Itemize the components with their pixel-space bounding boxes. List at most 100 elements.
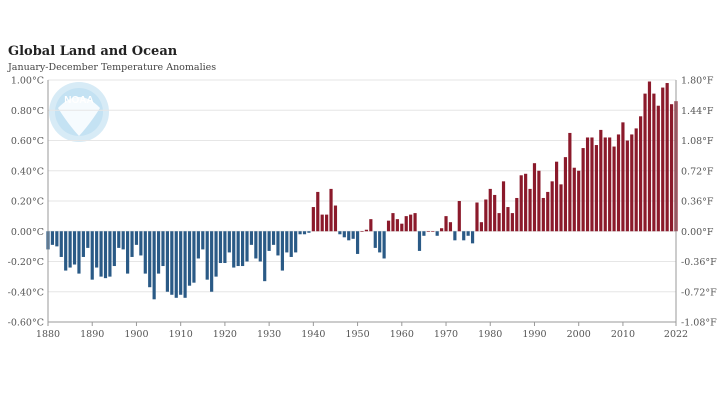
bar-1911[interactable]: [183, 231, 187, 298]
bar-2006[interactable]: [603, 137, 607, 232]
bar-2007[interactable]: [608, 137, 612, 232]
bar-1924[interactable]: [240, 231, 245, 267]
bar-2021[interactable]: [669, 104, 674, 232]
bar-1960[interactable]: [400, 223, 404, 232]
bar-1887[interactable]: [77, 231, 81, 274]
bar-1928[interactable]: [258, 231, 262, 262]
bar-2019[interactable]: [661, 87, 665, 232]
bar-1990[interactable]: [532, 163, 537, 232]
bar-1983[interactable]: [501, 181, 506, 232]
bar-1900[interactable]: [134, 231, 139, 245]
bar-2012[interactable]: [630, 134, 634, 232]
bar-1977[interactable]: [475, 202, 479, 232]
bar-1972[interactable]: [453, 231, 457, 241]
bar-1973[interactable]: [457, 201, 461, 232]
bar-1999[interactable]: [572, 167, 576, 232]
bar-1926[interactable]: [249, 231, 254, 245]
bar-1958[interactable]: [391, 213, 395, 232]
bar-1908[interactable]: [170, 231, 174, 295]
bar-1957[interactable]: [386, 220, 391, 232]
bar-1968[interactable]: [435, 231, 439, 236]
bar-1965[interactable]: [422, 231, 426, 236]
bar-1907[interactable]: [165, 231, 170, 292]
bar-1992[interactable]: [541, 197, 545, 232]
bar-2002[interactable]: [585, 137, 590, 232]
bar-1954[interactable]: [373, 231, 377, 248]
bar-1948[interactable]: [347, 231, 351, 241]
bar-2017[interactable]: [652, 93, 656, 232]
bar-1925[interactable]: [245, 231, 249, 262]
bar-1906[interactable]: [161, 231, 165, 267]
bar-2004[interactable]: [594, 145, 598, 232]
bar-1981[interactable]: [493, 194, 497, 232]
bar-1912[interactable]: [187, 231, 192, 286]
bar-1940[interactable]: [311, 207, 315, 232]
bar-1883[interactable]: [59, 231, 63, 257]
bar-1930[interactable]: [267, 231, 271, 251]
bar-1952[interactable]: [364, 229, 369, 232]
bar-1909[interactable]: [174, 231, 178, 298]
bar-1895[interactable]: [112, 231, 116, 267]
bar-1947[interactable]: [342, 231, 346, 238]
bar-1964[interactable]: [417, 231, 422, 251]
bar-1945[interactable]: [333, 205, 338, 232]
bar-1917[interactable]: [210, 231, 214, 292]
bar-1937[interactable]: [298, 231, 302, 235]
bar-1920[interactable]: [223, 231, 227, 264]
bar-1916[interactable]: [205, 231, 209, 280]
bar-1938[interactable]: [302, 231, 307, 235]
bar-1932[interactable]: [276, 231, 280, 256]
bar-1962[interactable]: [409, 214, 413, 232]
bar-1974[interactable]: [462, 231, 466, 241]
bar-1995[interactable]: [554, 161, 559, 232]
bar-2000[interactable]: [577, 170, 581, 232]
bar-2010[interactable]: [621, 122, 625, 232]
bar-1975[interactable]: [466, 231, 470, 236]
bar-1904[interactable]: [152, 231, 156, 300]
bar-1886[interactable]: [72, 231, 77, 265]
bar-2009[interactable]: [616, 134, 621, 232]
bar-1898[interactable]: [126, 231, 130, 274]
bar-1996[interactable]: [559, 184, 563, 232]
bar-1991[interactable]: [537, 170, 541, 232]
bar-1970[interactable]: [444, 216, 448, 232]
bar-1943[interactable]: [325, 214, 329, 232]
bar-1956[interactable]: [382, 231, 386, 259]
bar-1942[interactable]: [320, 214, 324, 232]
bar-1892[interactable]: [99, 231, 103, 277]
bar-1946[interactable]: [338, 231, 342, 235]
bar-1910[interactable]: [179, 231, 183, 295]
bar-2015[interactable]: [643, 93, 647, 232]
bar-1959[interactable]: [395, 219, 399, 232]
bar-1934[interactable]: [285, 231, 289, 253]
bar-1890[interactable]: [90, 231, 94, 280]
bar-2014[interactable]: [639, 116, 643, 232]
bar-1936[interactable]: [294, 231, 298, 253]
bar-1978[interactable]: [479, 222, 484, 232]
bar-1903[interactable]: [148, 231, 152, 288]
bar-1997[interactable]: [563, 157, 568, 232]
bar-1921[interactable]: [227, 231, 231, 253]
bar-2005[interactable]: [599, 129, 603, 232]
bar-1931[interactable]: [271, 231, 276, 245]
bar-1884[interactable]: [64, 231, 68, 271]
bar-1951[interactable]: [360, 231, 364, 232]
bar-1979[interactable]: [484, 199, 488, 232]
bar-1988[interactable]: [524, 173, 528, 232]
bar-1982[interactable]: [497, 213, 501, 232]
bar-1889[interactable]: [86, 231, 90, 248]
bar-1913[interactable]: [192, 231, 196, 283]
bar-2013[interactable]: [634, 128, 638, 232]
bar-1955[interactable]: [378, 231, 382, 253]
bar-1902[interactable]: [143, 231, 147, 274]
bar-1935[interactable]: [289, 231, 293, 257]
bar-1919[interactable]: [218, 231, 223, 264]
bar-1914[interactable]: [196, 231, 200, 259]
bar-1915[interactable]: [201, 231, 205, 250]
bar-1933[interactable]: [280, 231, 284, 271]
bar-2016[interactable]: [647, 81, 652, 232]
bar-1918[interactable]: [214, 231, 218, 277]
bar-1944[interactable]: [329, 188, 333, 232]
bar-1927[interactable]: [254, 231, 258, 259]
bar-1994[interactable]: [550, 181, 554, 232]
